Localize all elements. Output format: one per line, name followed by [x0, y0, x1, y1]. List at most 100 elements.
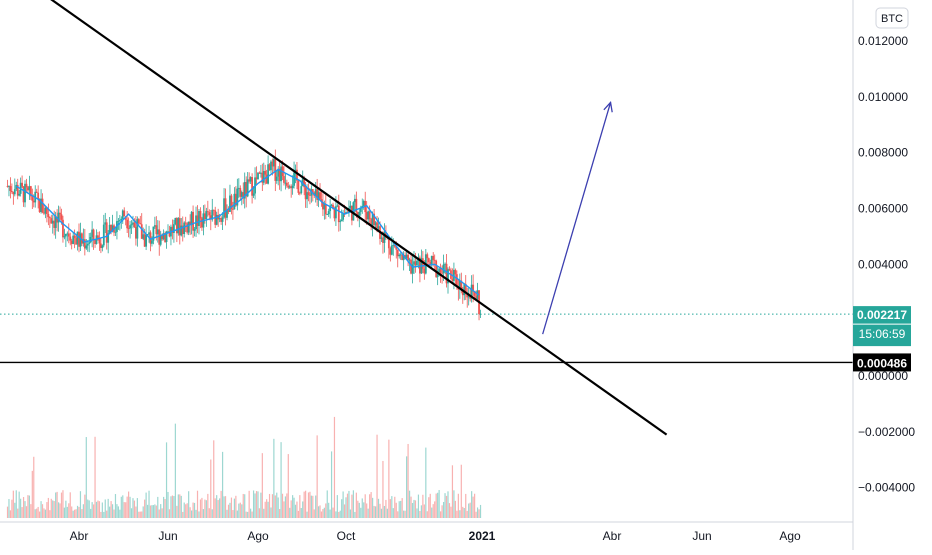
y-tick-label: 0.000000: [858, 369, 908, 383]
volume-bar: [474, 493, 476, 518]
volume-bar: [389, 499, 391, 518]
candle-body: [259, 172, 262, 174]
candle-body: [67, 233, 70, 237]
volume-bar: [154, 504, 156, 518]
candle-body: [239, 187, 242, 197]
volume-bar: [213, 440, 215, 518]
candle-body: [230, 195, 233, 210]
volume-bar: [286, 493, 288, 518]
candle-body: [442, 264, 445, 273]
volume-bar: [315, 495, 317, 518]
volume-bar: [392, 508, 394, 518]
candle-body: [81, 233, 83, 244]
volume-bar: [46, 502, 48, 518]
candle-body: [79, 233, 82, 247]
candle-body: [444, 263, 446, 265]
volume-bar: [289, 507, 291, 518]
volume-bar: [233, 498, 235, 518]
candle-body: [359, 208, 362, 212]
time-axis[interactable]: Abr Jun Ago Oct 2021 Abr Jun Ago: [70, 529, 801, 543]
currency-badge[interactable]: BTC: [875, 7, 909, 29]
volume-bar: [297, 510, 299, 518]
candle-body: [168, 231, 171, 237]
volume-bar: [18, 491, 20, 518]
candle-body: [46, 207, 48, 214]
trend-line[interactable]: [47, 0, 668, 436]
volume-bar: [227, 504, 230, 518]
volume-bar: [157, 496, 159, 518]
candle-body: [18, 193, 21, 196]
volume-bar: [423, 504, 425, 518]
volume-bar: [229, 502, 231, 518]
volume-bar: [106, 510, 108, 518]
candle-body: [110, 224, 112, 232]
volume-bar: [191, 510, 193, 518]
volume-bar: [465, 493, 467, 518]
price-axis[interactable]: 0.012000 0.010000 0.008000 0.006000 0.004000…: [858, 34, 915, 495]
volume-bar: [49, 510, 51, 518]
volume-bar: [236, 510, 238, 518]
volume-bar: [84, 494, 86, 518]
candle-body: [317, 192, 320, 200]
candle-body: [311, 189, 314, 193]
volume-bar: [63, 507, 66, 518]
volume-bar: [132, 498, 134, 518]
candle-body: [117, 220, 120, 222]
candle-body: [76, 231, 79, 245]
volume-bar: [122, 495, 124, 518]
volume-bar: [94, 436, 96, 518]
volume-bar: [116, 504, 118, 518]
volume-bar: [466, 510, 468, 518]
candle-body: [362, 200, 365, 206]
volume-bar: [69, 492, 71, 518]
candle-body: [98, 237, 101, 244]
volume-bar: [294, 504, 297, 518]
volume-bar: [173, 496, 175, 518]
candle-body: [215, 214, 218, 225]
volume-bar: [199, 499, 202, 518]
volume-bar: [207, 493, 209, 518]
volume-bar: [309, 491, 311, 518]
candle-body: [332, 204, 334, 209]
candle-body: [445, 263, 448, 284]
volume-bar: [401, 498, 403, 518]
moving-average-line: [15, 168, 480, 296]
volume-bar: [216, 495, 218, 518]
candle-body: [111, 225, 114, 232]
volume-bar: [27, 495, 29, 518]
volume-bar: [279, 509, 281, 518]
candle-body: [38, 198, 41, 212]
candle-body: [356, 212, 359, 218]
volume-bar: [406, 456, 408, 518]
volume-bar: [437, 492, 439, 518]
volume-bar: [478, 509, 480, 518]
volume-bar: [281, 493, 284, 518]
candle-body: [143, 234, 146, 247]
volume-bar: [101, 502, 103, 518]
candle-body: [133, 222, 136, 227]
candle-body: [405, 254, 408, 259]
volume-bar: [217, 500, 219, 518]
candle-body: [32, 200, 35, 203]
candle-body: [291, 185, 294, 189]
volume-bar: [65, 500, 67, 518]
volume-bar: [183, 502, 185, 518]
candle-body: [472, 284, 475, 292]
candle-body: [414, 261, 417, 266]
volume-bar: [388, 439, 390, 518]
candle-body: [301, 177, 304, 187]
candle-body: [205, 211, 208, 219]
candle-body: [165, 231, 168, 242]
volume-bar: [428, 497, 430, 518]
volume-bar: [276, 492, 278, 518]
projection-arrow[interactable]: [542, 100, 613, 335]
candle-body: [365, 212, 368, 220]
volume-bar: [414, 500, 417, 518]
candle-body: [41, 198, 44, 213]
bar-countdown: 15:06:59: [859, 327, 906, 341]
candle-body: [469, 295, 472, 299]
volume-bar: [12, 490, 14, 518]
candle-body: [326, 214, 329, 216]
